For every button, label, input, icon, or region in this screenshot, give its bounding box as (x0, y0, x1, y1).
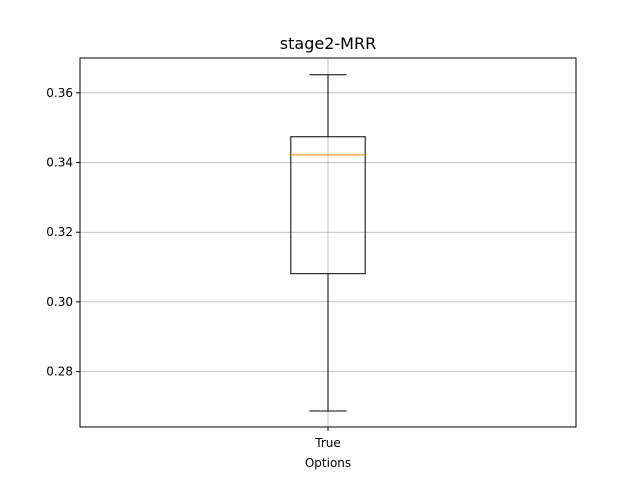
iqr-box (290, 136, 366, 275)
box-layer (290, 74, 366, 412)
box-true (290, 74, 366, 412)
x-tick-label: True (314, 436, 341, 450)
x-axis-ticks: True (314, 427, 341, 450)
y-tick-label: 0.32 (46, 225, 73, 239)
y-axis-ticks: 0.28 0.30 0.32 0.34 0.36 (46, 86, 80, 379)
y-tick-label: 0.36 (46, 86, 73, 100)
y-tick-label: 0.30 (46, 295, 73, 309)
chart-title: stage2-MRR (280, 34, 376, 53)
y-tick-label: 0.28 (46, 365, 73, 379)
y-tick-label: 0.34 (46, 156, 73, 170)
x-axis-label: Options (305, 456, 351, 470)
